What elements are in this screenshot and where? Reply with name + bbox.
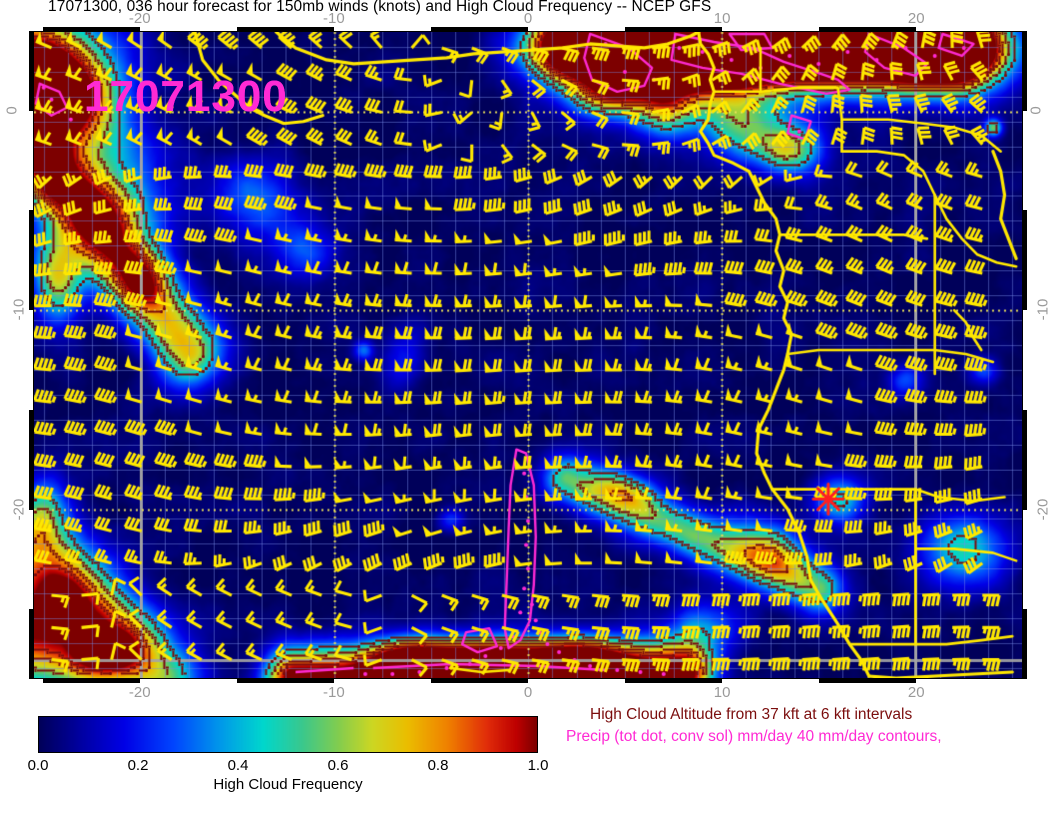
x-tick-bottom-10: 10 <box>713 684 731 701</box>
colorbar-tick-0.4: 0.4 <box>227 757 249 774</box>
legend-high-cloud-altitude: High Cloud Altitude from 37 kft at 6 kft… <box>590 706 913 723</box>
colorbar-tick-1.0: 1.0 <box>527 757 549 774</box>
frame-bar-left <box>29 31 34 111</box>
frame-bar-left <box>29 210 34 311</box>
colorbar-tick-0.6: 0.6 <box>327 757 349 774</box>
colorbar-label: High Cloud Frequency <box>213 776 363 793</box>
legend-precip: Precip (tot dot, conv sol) mm/day 40 mm/… <box>566 728 942 745</box>
y-tick-right-0: 0 <box>1027 106 1045 115</box>
colorbar-tick-0.8: 0.8 <box>427 757 449 774</box>
frame-bar-bottom <box>625 678 723 683</box>
x-tick-bottom--10: -10 <box>323 684 345 701</box>
frame-bar-top <box>236 27 334 32</box>
frame-bar-right <box>1022 31 1027 111</box>
colorbar <box>38 716 538 753</box>
frame-bar-top <box>430 27 528 32</box>
frame-bar-left <box>29 409 34 510</box>
colorbar-tick-0.0: 0.0 <box>27 757 49 774</box>
x-tick-bottom-20: 20 <box>907 684 925 701</box>
y-tick-left-0: 0 <box>3 106 21 115</box>
frame-bar-bottom <box>42 678 140 683</box>
frame-bar-bottom <box>236 678 334 683</box>
map-canvas <box>34 32 1022 678</box>
x-tick-bottom--20: -20 <box>128 684 151 701</box>
x-tick-top--10: -10 <box>323 10 345 27</box>
map-plot-area: 17071300 <box>33 31 1023 679</box>
frame-bar-top <box>625 27 723 32</box>
y-tick-right--20: -20 <box>1034 498 1052 520</box>
y-tick-left--10: -10 <box>10 298 28 321</box>
colorbar-tick-0.2: 0.2 <box>127 757 149 774</box>
frame-bar-right <box>1022 609 1027 679</box>
frame-bar-right <box>1022 210 1027 311</box>
frame-bar-bottom <box>430 678 528 683</box>
x-tick-bottom-0: 0 <box>523 684 533 701</box>
y-tick-right--10: -10 <box>1034 298 1052 321</box>
frame-bar-top <box>42 27 140 32</box>
x-tick-top-20: 20 <box>907 10 925 27</box>
x-tick-top--20: -20 <box>128 10 151 27</box>
frame-bar-top <box>819 27 917 32</box>
frame-bar-left <box>29 609 34 679</box>
frame-bar-bottom <box>819 678 917 683</box>
x-tick-top-10: 10 <box>713 10 731 27</box>
x-tick-top-0: 0 <box>523 10 533 27</box>
frame-bar-right <box>1022 409 1027 510</box>
y-tick-left--20: -20 <box>10 498 28 520</box>
page-title: 17071300, 036 hour forecast for 150mb wi… <box>48 0 712 15</box>
